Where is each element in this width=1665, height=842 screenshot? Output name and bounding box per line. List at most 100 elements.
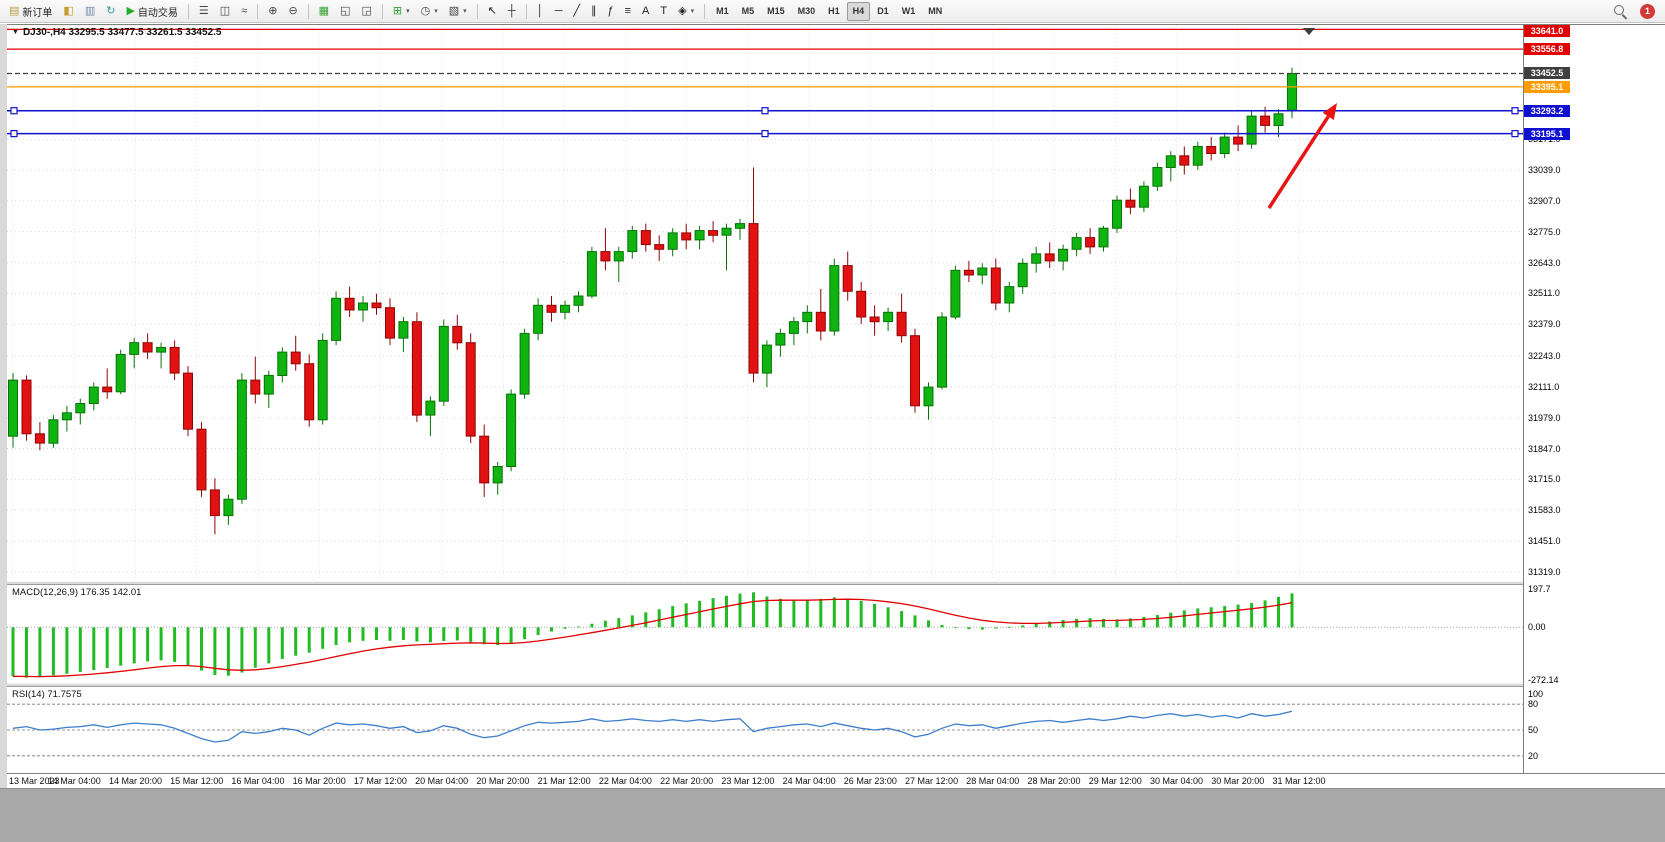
refresh-icon[interactable]: ↻ (101, 1, 120, 22)
price-line-tag: 33452.5 (1524, 67, 1570, 80)
time-axis-label: 16 Mar 20:00 (292, 776, 346, 786)
axis-tick-label: 31451.0 (1528, 536, 1561, 547)
chevron-down-icon: ▾ (690, 8, 695, 15)
time-axis-label: 13 Mar 2023 (9, 776, 60, 786)
time-axis-label: 30 Mar 04:00 (1149, 776, 1204, 786)
auto-trading-button-label: 自动交易 (137, 7, 178, 19)
top-toolbar: ▤ 新订单 ◧ ▥ ↻ ▶ 自动交易 ☰ ◫ ≈ ⊕ ⊖ ▦ ◱ ◲ ⊞ ▾ ◷ ▾ ▧ ▾ ↖ ┼ │ ─ ╱ ∥ ƒ ≡ A T ◈ ▾ M1… (0, 0, 1665, 23)
axis-tick-label: 32511.0 (1528, 288, 1560, 299)
candles-chart-icon[interactable]: ◫ (215, 1, 235, 22)
timeframe-m15-button[interactable]: M15 (767, 6, 785, 16)
templates-icon: ▧ (448, 4, 460, 17)
indicators-icon[interactable]: ⊞ ▾ (388, 1, 415, 22)
macd-indicator-pane[interactable] (7, 585, 1523, 683)
data-window-icon: ▥ (84, 4, 96, 17)
chart-shift-marker (1303, 28, 1315, 35)
horizontal-line-icon: ─ (554, 4, 563, 17)
trend-arrow-head (1322, 103, 1337, 120)
price-chart-pane[interactable] (7, 25, 1523, 581)
timeframe-d1-button[interactable]: D1 (877, 6, 889, 16)
line-chart-icon[interactable]: ≈ (236, 1, 252, 22)
grid-icon: ▦ (318, 4, 330, 17)
vertical-line-icon[interactable]: │ (532, 1, 549, 22)
time-axis[interactable]: 13 Mar 2023 14 Mar 04:00 14 Mar 20:00 15 Ma… (7, 773, 1665, 789)
pane-separator[interactable] (7, 683, 1665, 687)
time-axis-label: 14 Mar 20:00 (108, 776, 162, 786)
toolbar-separator (187, 3, 189, 19)
fibonacci-icon: ƒ (607, 4, 614, 17)
axis-tick-label: 31979.0 (1528, 412, 1561, 423)
timeframe-m1-button[interactable]: M1 (716, 6, 729, 16)
levels-icon: ≡ (624, 4, 632, 17)
time-axis-label: 23 Mar 12:00 (721, 776, 775, 786)
new-order-button[interactable]: ▤ 新订单 (4, 1, 57, 22)
templates-icon[interactable]: ▧ ▾ (444, 1, 472, 22)
text-icon[interactable]: A (637, 1, 654, 22)
timeframe-w1-button[interactable]: W1 (901, 6, 916, 16)
periods-icon[interactable]: ◷ ▾ (416, 1, 443, 22)
data-window-icon[interactable]: ▥ (80, 1, 100, 22)
axis-tick-label: 31319.0 (1528, 566, 1561, 577)
channel-icon[interactable]: ∥ (586, 1, 602, 22)
cursor-icon: ↖ (487, 4, 497, 17)
auto-trading-button[interactable]: ▶ 自动交易 (121, 1, 182, 22)
time-axis-label: 28 Mar 20:00 (1027, 776, 1081, 786)
timeframe-h4-button[interactable]: H4 (846, 1, 871, 21)
refresh-icon: ↻ (106, 4, 116, 17)
axis-tick-label: 197.7 (1528, 584, 1551, 595)
time-axis-label: 26 Mar 23:00 (843, 776, 897, 786)
crosshair-icon[interactable]: ┼ (503, 1, 521, 22)
workspace-background (0, 788, 1665, 842)
rsi-indicator-pane[interactable] (7, 687, 1523, 773)
cascade-windows-icon[interactable]: ◲ (356, 1, 376, 22)
timeframe-mn-button[interactable]: MN (928, 6, 943, 16)
axis-tick-label: 31715.0 (1528, 474, 1561, 485)
shapes-icon[interactable]: ◈ ▾ (673, 1, 699, 22)
zoom-out-icon: ⊖ (288, 4, 298, 17)
price-line-tag: 33195.1 (1524, 127, 1570, 140)
candles-chart-icon: ◫ (219, 4, 231, 17)
trendline-icon[interactable]: ╱ (568, 1, 585, 22)
price-line-tag: 33395.1 (1524, 80, 1570, 93)
market-watch-icon[interactable]: ◧ (58, 1, 78, 22)
time-axis-label: 20 Mar 20:00 (476, 776, 530, 786)
axis-tick-label: 32643.0 (1528, 257, 1561, 268)
channel-icon: ∥ (590, 4, 597, 17)
price-axis[interactable]: 33171.033039.032907.032775.032643.032511… (1523, 25, 1665, 773)
chart-menu-icon[interactable]: ▼ (12, 29, 19, 36)
cursor-icon[interactable]: ↖ (483, 1, 502, 22)
fibonacci-icon[interactable]: ƒ (602, 1, 618, 22)
price-line-tag: 33293.2 (1524, 104, 1570, 117)
horizontal-line-icon[interactable]: ─ (550, 1, 568, 22)
axis-tick-label: 32907.0 (1528, 195, 1561, 206)
toolbar-right: 1 (1612, 3, 1665, 19)
bars-chart-icon[interactable]: ☰ (194, 1, 214, 22)
time-axis-label: 14 Mar 04:00 (47, 776, 101, 786)
axis-tick-label: 33039.0 (1528, 165, 1561, 176)
toolbar-separator (525, 3, 527, 19)
timeframe-m30-button[interactable]: M30 (797, 6, 816, 16)
search-icon[interactable] (1612, 3, 1628, 19)
axis-tick-label: 32243.0 (1528, 351, 1561, 362)
pane-separator[interactable] (7, 581, 1665, 585)
tile-windows-icon[interactable]: ◱ (335, 1, 355, 22)
axis-tick-label: 32379.0 (1528, 319, 1561, 330)
new-order-button: ▤ (9, 4, 20, 17)
notification-badge[interactable]: 1 (1640, 3, 1655, 19)
label-icon[interactable]: T (655, 1, 672, 22)
rsi-label: RSI(14) 71.7575 (12, 689, 82, 700)
cascade-windows-icon: ◲ (361, 4, 372, 17)
text-icon: A (642, 4, 650, 17)
line-chart-icon: ≈ (241, 4, 248, 17)
levels-icon[interactable]: ≡ (620, 1, 636, 22)
new-order-button-label: 新订单 (22, 7, 53, 19)
zoom-out-icon[interactable]: ⊖ (283, 1, 302, 22)
time-axis-label: 22 Mar 04:00 (598, 776, 652, 786)
zoom-in-icon[interactable]: ⊕ (263, 1, 282, 22)
grid-icon[interactable]: ▦ (314, 1, 334, 22)
timeframe-m5-button[interactable]: M5 (741, 6, 755, 16)
time-axis-label: 24 Mar 04:00 (782, 776, 836, 786)
timeframe-h1-button[interactable]: H1 (828, 6, 840, 16)
time-axis-label: 17 Mar 12:00 (353, 776, 407, 786)
